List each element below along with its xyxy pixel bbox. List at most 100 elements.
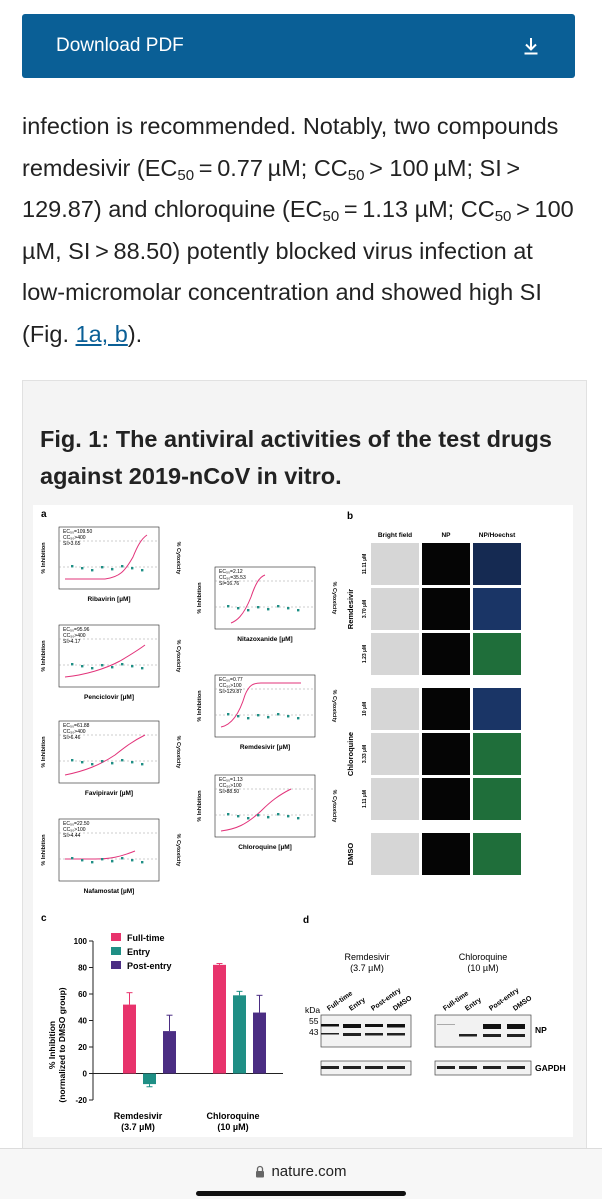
cytotox-point [121, 759, 124, 762]
si-label: SI>4.44 [63, 833, 81, 839]
microscopy-image [371, 778, 419, 820]
drug-group-label: Chloroquine [346, 732, 355, 776]
np-band [321, 1024, 339, 1027]
ec50-label: EC₅₀=22.50 [63, 821, 90, 827]
cc50-label: CC₅₀>400 [63, 633, 86, 639]
ec50-label: EC₅₀=61.88 [63, 723, 90, 729]
cytotox-point [121, 565, 124, 568]
cytotox-point [257, 814, 260, 817]
si-label: SI>3.65 [63, 541, 81, 547]
inhibition-axis-label: % Inhibition [197, 790, 203, 822]
gapdh-band [507, 1066, 525, 1069]
cytotoxicity-axis-label: % Cytoxicity [175, 542, 181, 576]
cytotoxicity-axis-label: % Cytoxicity [175, 640, 181, 674]
lock-icon [256, 1165, 265, 1178]
cc50-label: CC₅₀>400 [63, 729, 86, 735]
np-band [459, 1034, 477, 1037]
microscopy-image [422, 688, 470, 730]
drug-axis-label: Favipiravir [µM] [85, 790, 133, 797]
dose-label: 10 µM [362, 702, 368, 716]
microscopy-image [371, 633, 419, 675]
cytotox-point [91, 763, 94, 766]
microscopy-image [473, 588, 521, 630]
c-group-2-sub: (10 µM) [217, 1122, 248, 1132]
cytotox-point [247, 609, 250, 612]
drug-axis-label: Chloroquine [µM] [238, 844, 292, 851]
cytotox-point [111, 762, 114, 765]
microscopy-image [371, 543, 419, 585]
legend-label: Post-entry [127, 961, 172, 971]
np-band [483, 1034, 501, 1037]
ec50-label: EC₅₀=2.12 [219, 569, 243, 575]
cytotox-point [101, 566, 104, 569]
d-kda: kDa [305, 1005, 320, 1015]
download-pdf-label: Download PDF [56, 35, 184, 56]
figure-image[interactable]: a b c d EC₅₀=109.50 CC₅₀>400 SI>3.65 Ribavi… [33, 505, 573, 1137]
cytotox-point [257, 606, 260, 609]
cytotox-point [81, 859, 84, 862]
home-indicator[interactable] [196, 1191, 406, 1196]
cytotoxicity-axis-label: % Cytoxicity [331, 690, 337, 724]
panel-a-label: a [41, 509, 47, 520]
np-band [365, 1033, 383, 1036]
dose-label: 1.23 µM [362, 645, 368, 663]
dose-label: 11.11 µM [362, 554, 368, 574]
microscopy-image [422, 778, 470, 820]
cytotox-point [287, 715, 290, 718]
legend-swatch [111, 933, 121, 941]
si-label: SI>4.17 [63, 639, 81, 645]
panel-c-label: c [41, 913, 47, 924]
lane-label: Entry [464, 997, 483, 1013]
microscopy-image [371, 833, 419, 875]
np-band [437, 1024, 455, 1025]
np-band [507, 1024, 525, 1029]
d-gapdh: GAPDH [535, 1063, 566, 1073]
microscopy-image [473, 778, 521, 820]
np-band [483, 1024, 501, 1029]
cytotox-point [71, 565, 74, 568]
microscopy-image [422, 633, 470, 675]
bar-post-entry [163, 1031, 176, 1074]
c-tick-label: 0 [83, 1070, 88, 1079]
gapdh-band [387, 1066, 405, 1069]
cytotox-point [81, 665, 84, 668]
d-g1: Remdesivir [344, 952, 389, 962]
address-bar[interactable]: nature.com [0, 1163, 602, 1180]
cytotox-point [141, 861, 144, 864]
download-pdf-button[interactable]: Download PDF [22, 14, 575, 78]
figure-link[interactable]: 1a, b [75, 320, 128, 347]
drug-group-label: DMSO [346, 843, 355, 866]
microscopy-image [371, 688, 419, 730]
cytotox-point [267, 716, 270, 719]
cytotox-point [91, 667, 94, 670]
dose-label: 1.11 µM [362, 790, 368, 808]
drug-axis-label: Nitazoxanide [µM] [237, 636, 292, 643]
cytotox-point [111, 568, 114, 571]
d-np: NP [535, 1025, 547, 1035]
microscopy-image [422, 588, 470, 630]
cytotox-point [267, 816, 270, 819]
ec50-label: EC₅₀=0.77 [219, 677, 243, 683]
c-tick-label: 100 [74, 937, 88, 946]
si-label: SI>129.87 [219, 689, 242, 695]
np-band [365, 1024, 383, 1027]
cytotox-point [121, 857, 124, 860]
np-band [387, 1033, 405, 1036]
bar-full-time [213, 964, 226, 1074]
figure-title[interactable]: Fig. 1: The antiviral activities of the … [40, 426, 552, 489]
cytotox-point [91, 861, 94, 864]
si-label: SI>88.50 [219, 789, 239, 795]
gapdh-band [365, 1066, 383, 1069]
cytotox-point [141, 569, 144, 572]
bar-entry [233, 995, 246, 1074]
lane-label: Entry [348, 997, 367, 1013]
cytotox-point [101, 760, 104, 763]
drug-axis-label: Nafamostat [µM] [84, 888, 135, 895]
cytotox-point [237, 815, 240, 818]
cytotox-point [277, 605, 280, 608]
